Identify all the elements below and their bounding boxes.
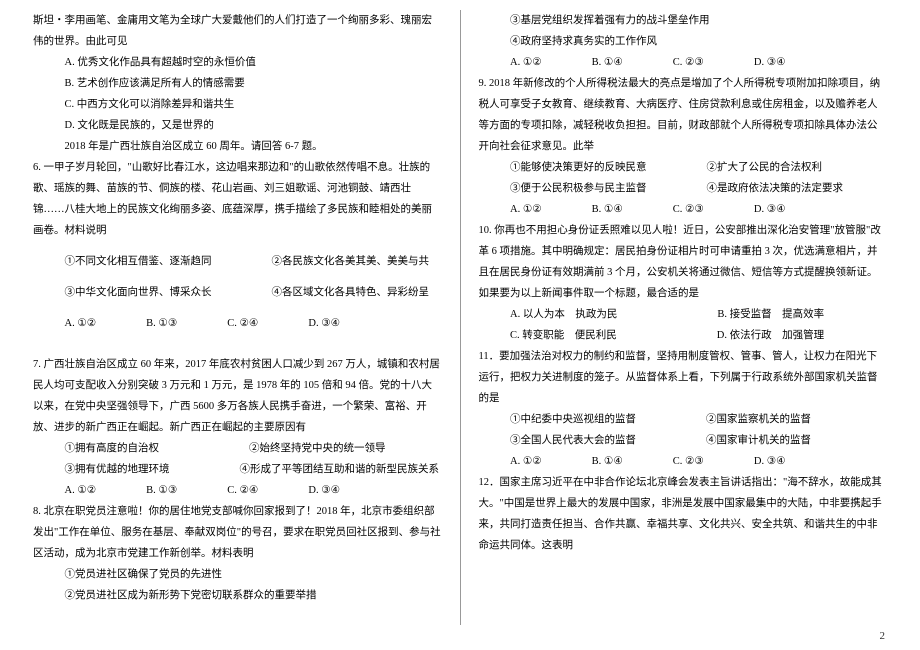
q7-sub3: ③拥有优越的地理环境 bbox=[65, 459, 170, 480]
q8-d: D. ③④ bbox=[754, 52, 786, 73]
intro-text: 斯坦・李用画笔、金庸用文笔为全球广大爱戴他们的人们打造了一个绚丽多彩、瑰丽宏伟的… bbox=[33, 10, 442, 52]
q5-option-b: B. 艺术创作应该满足所有人的情感需要 bbox=[33, 73, 442, 94]
q6-c: C. ②④ bbox=[227, 313, 258, 334]
q8-sub1: ①党员进社区确保了党员的先进性 bbox=[33, 564, 442, 585]
q7-a: A. ①② bbox=[65, 480, 97, 501]
q7-sub4: ④形成了平等团结互助和谐的新型民族关系 bbox=[240, 459, 440, 480]
q9-a: A. ①② bbox=[510, 199, 542, 220]
q6-subopts-row1: ①不同文化相互借鉴、逐渐趋同 ②各民族文化各美其美、美美与共 bbox=[33, 251, 442, 272]
q10-opts-row2: C. 转变职能 便民利民 D. 依法行政 加强管理 bbox=[479, 325, 888, 346]
q7-subopts-row1: ①拥有高度的自治权 ②始终坚持党中央的统一领导 bbox=[33, 438, 442, 459]
q7-d: D. ③④ bbox=[308, 480, 340, 501]
left-column: 斯坦・李用画笔、金庸用文笔为全球广大爱戴他们的人们打造了一个绚丽多彩、瑰丽宏伟的… bbox=[25, 10, 461, 625]
q9-sub1: ①能够使决策更好的反映民意 bbox=[510, 157, 647, 178]
q11-options: A. ①② B. ①④ C. ②③ D. ③④ bbox=[479, 451, 888, 472]
q11-c: C. ②③ bbox=[673, 451, 704, 472]
q7-stem: 7. 广西壮族自治区成立 60 年来，2017 年底农村贫困人口减少到 267 … bbox=[33, 354, 442, 438]
q6-a: A. ①② bbox=[65, 313, 97, 334]
q5-option-a: A. 优秀文化作品具有超越时空的永恒价值 bbox=[33, 52, 442, 73]
q9-options: A. ①② B. ①④ C. ②③ D. ③④ bbox=[479, 199, 888, 220]
q9-sub2: ②扩大了公民的合法权利 bbox=[707, 157, 823, 178]
q10-stem: 10. 你再也不用担心身份证丢照难以见人啦！近日，公安部推出深化治安管理"放管服… bbox=[479, 220, 888, 304]
q5-option-d: D. 文化既是民族的，又是世界的 bbox=[33, 115, 442, 136]
q9-sub3: ③便于公民积极参与民主监督 bbox=[510, 178, 647, 199]
q8-sub4: ④政府坚持求真务实的工作作风 bbox=[479, 31, 888, 52]
q11-d: D. ③④ bbox=[754, 451, 786, 472]
q6-d: D. ③④ bbox=[308, 313, 340, 334]
right-column: ③基层党组织发挥着强有力的战斗堡垒作用 ④政府坚持求真务实的工作作风 A. ①②… bbox=[461, 10, 896, 625]
q9-d: D. ③④ bbox=[754, 199, 786, 220]
q7-options: A. ①② B. ①③ C. ②④ D. ③④ bbox=[33, 480, 442, 501]
q6-sub4: ④各区域文化各具特色、异彩纷呈 bbox=[272, 282, 430, 303]
q9-stem: 9. 2018 年新修改的个人所得税法最大的亮点是增加了个人所得税专项附加扣除项… bbox=[479, 73, 888, 157]
q6-b: B. ①③ bbox=[146, 313, 177, 334]
q10-b: B. 接受监督 提高效率 bbox=[717, 304, 824, 325]
q7-b: B. ①③ bbox=[146, 480, 177, 501]
q6-sub3: ③中华文化面向世界、博采众长 bbox=[65, 282, 212, 303]
q10-opts-row1: A. 以人为本 执政为民 B. 接受监督 提高效率 bbox=[479, 304, 888, 325]
q8-sub2: ②党员进社区成为新形势下党密切联系群众的重要举措 bbox=[33, 585, 442, 606]
transition-text: 2018 年是广西壮族自治区成立 60 周年。请回答 6-7 题。 bbox=[33, 136, 442, 157]
q6-stem: 6. 一甲子岁月轮回，"山歌好比春江水，这边唱来那边和"的山歌依然传唱不息。壮族… bbox=[33, 157, 442, 241]
q5-option-c: C. 中西方文化可以消除差异和谐共生 bbox=[33, 94, 442, 115]
q10-a: A. 以人为本 执政为民 bbox=[510, 304, 617, 325]
q6-sub2: ②各民族文化各美其美、美美与共 bbox=[272, 251, 430, 272]
q11-subopts-row2: ③全国人民代表大会的监督 ④国家审计机关的监督 bbox=[479, 430, 888, 451]
q12-stem: 12．国家主席习近平在中非合作论坛北京峰会发表主旨讲话指出："海不辞水，故能成其… bbox=[479, 472, 888, 556]
q7-c: C. ②④ bbox=[227, 480, 258, 501]
q8-options: A. ①② B. ①④ C. ②③ D. ③④ bbox=[479, 52, 888, 73]
q11-subopts-row1: ①中纪委中央巡视组的监督 ②国家监察机关的监督 bbox=[479, 409, 888, 430]
page-container: 斯坦・李用画笔、金庸用文笔为全球广大爱戴他们的人们打造了一个绚丽多彩、瑰丽宏伟的… bbox=[0, 0, 920, 650]
q8-stem: 8. 北京在职党员注意啦！你的居住地党支部喊你回家报到了！2018 年，北京市委… bbox=[33, 501, 442, 564]
q9-b: B. ①④ bbox=[592, 199, 623, 220]
q11-stem: 11．要加强法治对权力的制约和监督，坚持用制度管权、管事、管人，让权力在阳光下运… bbox=[479, 346, 888, 409]
q9-subopts-row2: ③便于公民积极参与民主监督 ④是政府依法决策的法定要求 bbox=[479, 178, 888, 199]
q6-options: A. ①② B. ①③ C. ②④ D. ③④ bbox=[33, 313, 442, 334]
page-number: 2 bbox=[880, 630, 886, 642]
q8-a: A. ①② bbox=[510, 52, 542, 73]
q7-subopts-row2: ③拥有优越的地理环境 ④形成了平等团结互助和谐的新型民族关系 bbox=[33, 459, 442, 480]
q8-b: B. ①④ bbox=[592, 52, 623, 73]
q7-sub1: ①拥有高度的自治权 bbox=[65, 438, 160, 459]
q10-c: C. 转变职能 便民利民 bbox=[510, 325, 617, 346]
q11-sub3: ③全国人民代表大会的监督 bbox=[510, 430, 636, 451]
q11-a: A. ①② bbox=[510, 451, 542, 472]
q7-sub2: ②始终坚持党中央的统一领导 bbox=[249, 438, 386, 459]
q11-sub4: ④国家审计机关的监督 bbox=[706, 430, 811, 451]
q11-sub1: ①中纪委中央巡视组的监督 bbox=[510, 409, 636, 430]
q11-sub2: ②国家监察机关的监督 bbox=[706, 409, 811, 430]
q6-subopts-row2: ③中华文化面向世界、博采众长 ④各区域文化各具特色、异彩纷呈 bbox=[33, 282, 442, 303]
q6-sub1: ①不同文化相互借鉴、逐渐趋同 bbox=[65, 251, 212, 272]
q8-sub3: ③基层党组织发挥着强有力的战斗堡垒作用 bbox=[479, 10, 888, 31]
q8-c: C. ②③ bbox=[673, 52, 704, 73]
q10-d: D. 依法行政 加强管理 bbox=[717, 325, 824, 346]
q9-subopts-row1: ①能够使决策更好的反映民意 ②扩大了公民的合法权利 bbox=[479, 157, 888, 178]
q11-b: B. ①④ bbox=[592, 451, 623, 472]
q9-sub4: ④是政府依法决策的法定要求 bbox=[707, 178, 844, 199]
q9-c: C. ②③ bbox=[673, 199, 704, 220]
